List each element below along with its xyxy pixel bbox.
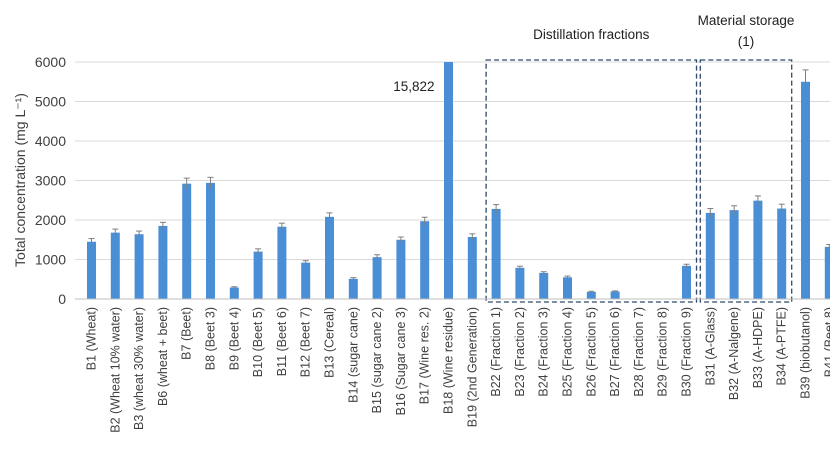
x-category-label: B33 (A-HDPE) bbox=[751, 307, 765, 388]
y-tick-label: 2000 bbox=[35, 212, 66, 228]
y-tick-label: 5000 bbox=[35, 94, 66, 110]
group-boxes: Distillation fractions Material storage (1… bbox=[485, 13, 795, 303]
x-category-label: B32 (A-Nalgene) bbox=[727, 307, 741, 400]
x-category-label: B10 (Beet 5) bbox=[251, 307, 265, 377]
x-category-label: B41 (Beet 8) bbox=[822, 307, 830, 377]
bar bbox=[277, 226, 287, 299]
x-category-label: B6 (wheat + beet) bbox=[156, 307, 170, 406]
bar bbox=[420, 221, 430, 299]
bar bbox=[539, 272, 549, 299]
bar bbox=[682, 265, 691, 299]
x-category-label: B30 (Fraction 9) bbox=[680, 307, 694, 397]
bar bbox=[491, 208, 501, 299]
bar bbox=[134, 234, 144, 299]
error-bars bbox=[88, 69, 830, 293]
bar bbox=[586, 291, 596, 299]
y-tick-label: 1000 bbox=[35, 252, 66, 268]
x-category-label: B26 (Fraction 5) bbox=[584, 307, 598, 397]
bar bbox=[396, 239, 406, 299]
x-axis-categories: B1 (Wheat) B2 (Wheat 10% water) B3 (wheat … bbox=[85, 307, 830, 433]
group-label: Distillation fractions bbox=[533, 27, 650, 42]
x-category-label: B17 (Wine res. 2) bbox=[418, 307, 432, 404]
bar bbox=[467, 236, 477, 299]
x-category-label: B39 (biobutanol) bbox=[799, 307, 813, 399]
x-category-label: B23 (Fraction 2) bbox=[513, 307, 527, 397]
y-tick-label: 0 bbox=[58, 291, 66, 307]
bar bbox=[158, 225, 168, 299]
x-category-label: B11 (Beet 6) bbox=[275, 307, 289, 376]
y-tick-label: 4000 bbox=[35, 133, 66, 149]
x-category-label: B9 (Beet 4) bbox=[227, 307, 241, 370]
bar bbox=[229, 287, 239, 299]
bar bbox=[729, 210, 739, 299]
bar bbox=[515, 267, 525, 299]
x-category-label: B7 (Beet) bbox=[180, 307, 194, 360]
bar bbox=[110, 232, 120, 299]
x-category-label: B27 (Fraction 6) bbox=[608, 307, 622, 397]
x-category-label: B28 (Fraction 7) bbox=[632, 307, 646, 397]
bar bbox=[444, 62, 453, 299]
x-category-label: B3 (wheat 30% water) bbox=[132, 307, 146, 430]
x-category-label: B15 (sugar cane 2) bbox=[370, 307, 384, 413]
bar bbox=[801, 81, 810, 299]
bar bbox=[87, 241, 96, 299]
bars bbox=[87, 62, 830, 300]
x-category-label: B16 (Sugar cane 3) bbox=[394, 307, 408, 415]
y-tick-label: 3000 bbox=[35, 173, 66, 189]
x-category-label: B13 (Cereal) bbox=[323, 307, 337, 378]
value-annotation: 15,822 bbox=[393, 79, 434, 94]
bar bbox=[253, 251, 263, 299]
x-category-label: B34 (A-PTFE) bbox=[775, 307, 789, 386]
group-box bbox=[699, 59, 793, 303]
bar bbox=[610, 291, 620, 299]
x-category-label: B29 (Fraction 8) bbox=[656, 307, 670, 397]
group-label: Material storage (1) bbox=[698, 13, 795, 49]
bar bbox=[563, 277, 572, 299]
x-category-label: B8 (Beet 3) bbox=[204, 307, 218, 370]
bar bbox=[301, 262, 311, 299]
group-box bbox=[485, 59, 698, 303]
bar bbox=[753, 200, 763, 299]
x-category-label: B2 (Wheat 10% water) bbox=[108, 307, 122, 433]
bar bbox=[348, 278, 358, 299]
x-category-label: B22 (Fraction 1) bbox=[489, 307, 503, 397]
bar bbox=[206, 182, 215, 299]
y-axis-title: Total concentration (mg L⁻¹) bbox=[12, 93, 28, 267]
bar bbox=[705, 212, 715, 299]
x-category-label: B1 (Wheat) bbox=[85, 307, 99, 370]
x-category-label: B24 (Fraction 3) bbox=[537, 307, 551, 397]
bar bbox=[325, 216, 334, 299]
x-category-label: B12 (Beet 7) bbox=[299, 307, 313, 377]
y-tick-label: 6000 bbox=[35, 54, 66, 70]
bar bbox=[182, 183, 192, 299]
x-category-label: B25 (Fraction 4) bbox=[561, 307, 575, 397]
bar bbox=[824, 246, 830, 299]
bar bbox=[777, 208, 787, 299]
annotations: 15,822 bbox=[393, 79, 434, 94]
x-category-label: B14 (sugar cane) bbox=[346, 307, 360, 403]
x-category-label: B19 (2nd Generation) bbox=[465, 307, 479, 427]
bar bbox=[372, 257, 382, 299]
y-axis-ticks: 0 1000 2000 3000 4000 5000 6000 bbox=[35, 54, 66, 307]
x-category-label: B31 (A-Glass) bbox=[703, 307, 717, 386]
x-category-label: B18 (Wine residue) bbox=[442, 307, 456, 414]
